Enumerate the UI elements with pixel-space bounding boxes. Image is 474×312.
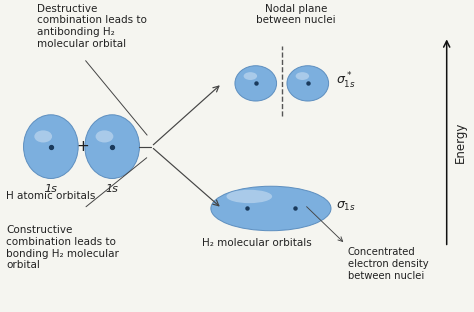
Text: $\sigma^*_{1s}$: $\sigma^*_{1s}$: [336, 71, 356, 91]
Ellipse shape: [85, 115, 139, 178]
Text: Energy: Energy: [455, 121, 467, 163]
Text: 1s: 1s: [106, 184, 118, 194]
Text: Constructive
combination leads to
bonding H₂ molecular
orbital: Constructive combination leads to bondin…: [6, 225, 119, 270]
Ellipse shape: [227, 190, 272, 203]
Ellipse shape: [296, 72, 309, 80]
Text: +: +: [76, 139, 89, 154]
Text: Concentrated
electron density
between nuclei: Concentrated electron density between nu…: [348, 247, 428, 280]
Text: H atomic orbitals: H atomic orbitals: [6, 191, 95, 201]
Text: Nodal plane
between nuclei: Nodal plane between nuclei: [256, 4, 336, 25]
Ellipse shape: [287, 66, 328, 101]
Text: $\sigma_{1s}$: $\sigma_{1s}$: [336, 200, 356, 213]
Ellipse shape: [211, 186, 331, 231]
Ellipse shape: [244, 72, 257, 80]
Text: Destructive
combination leads to
antibonding H₂
molecular orbital: Destructive combination leads to antibon…: [36, 4, 146, 49]
Text: 1s: 1s: [45, 184, 57, 194]
Text: H₂ molecular orbitals: H₂ molecular orbitals: [202, 238, 312, 248]
Ellipse shape: [235, 66, 277, 101]
Ellipse shape: [96, 130, 113, 143]
Ellipse shape: [24, 115, 78, 178]
Ellipse shape: [34, 130, 52, 143]
